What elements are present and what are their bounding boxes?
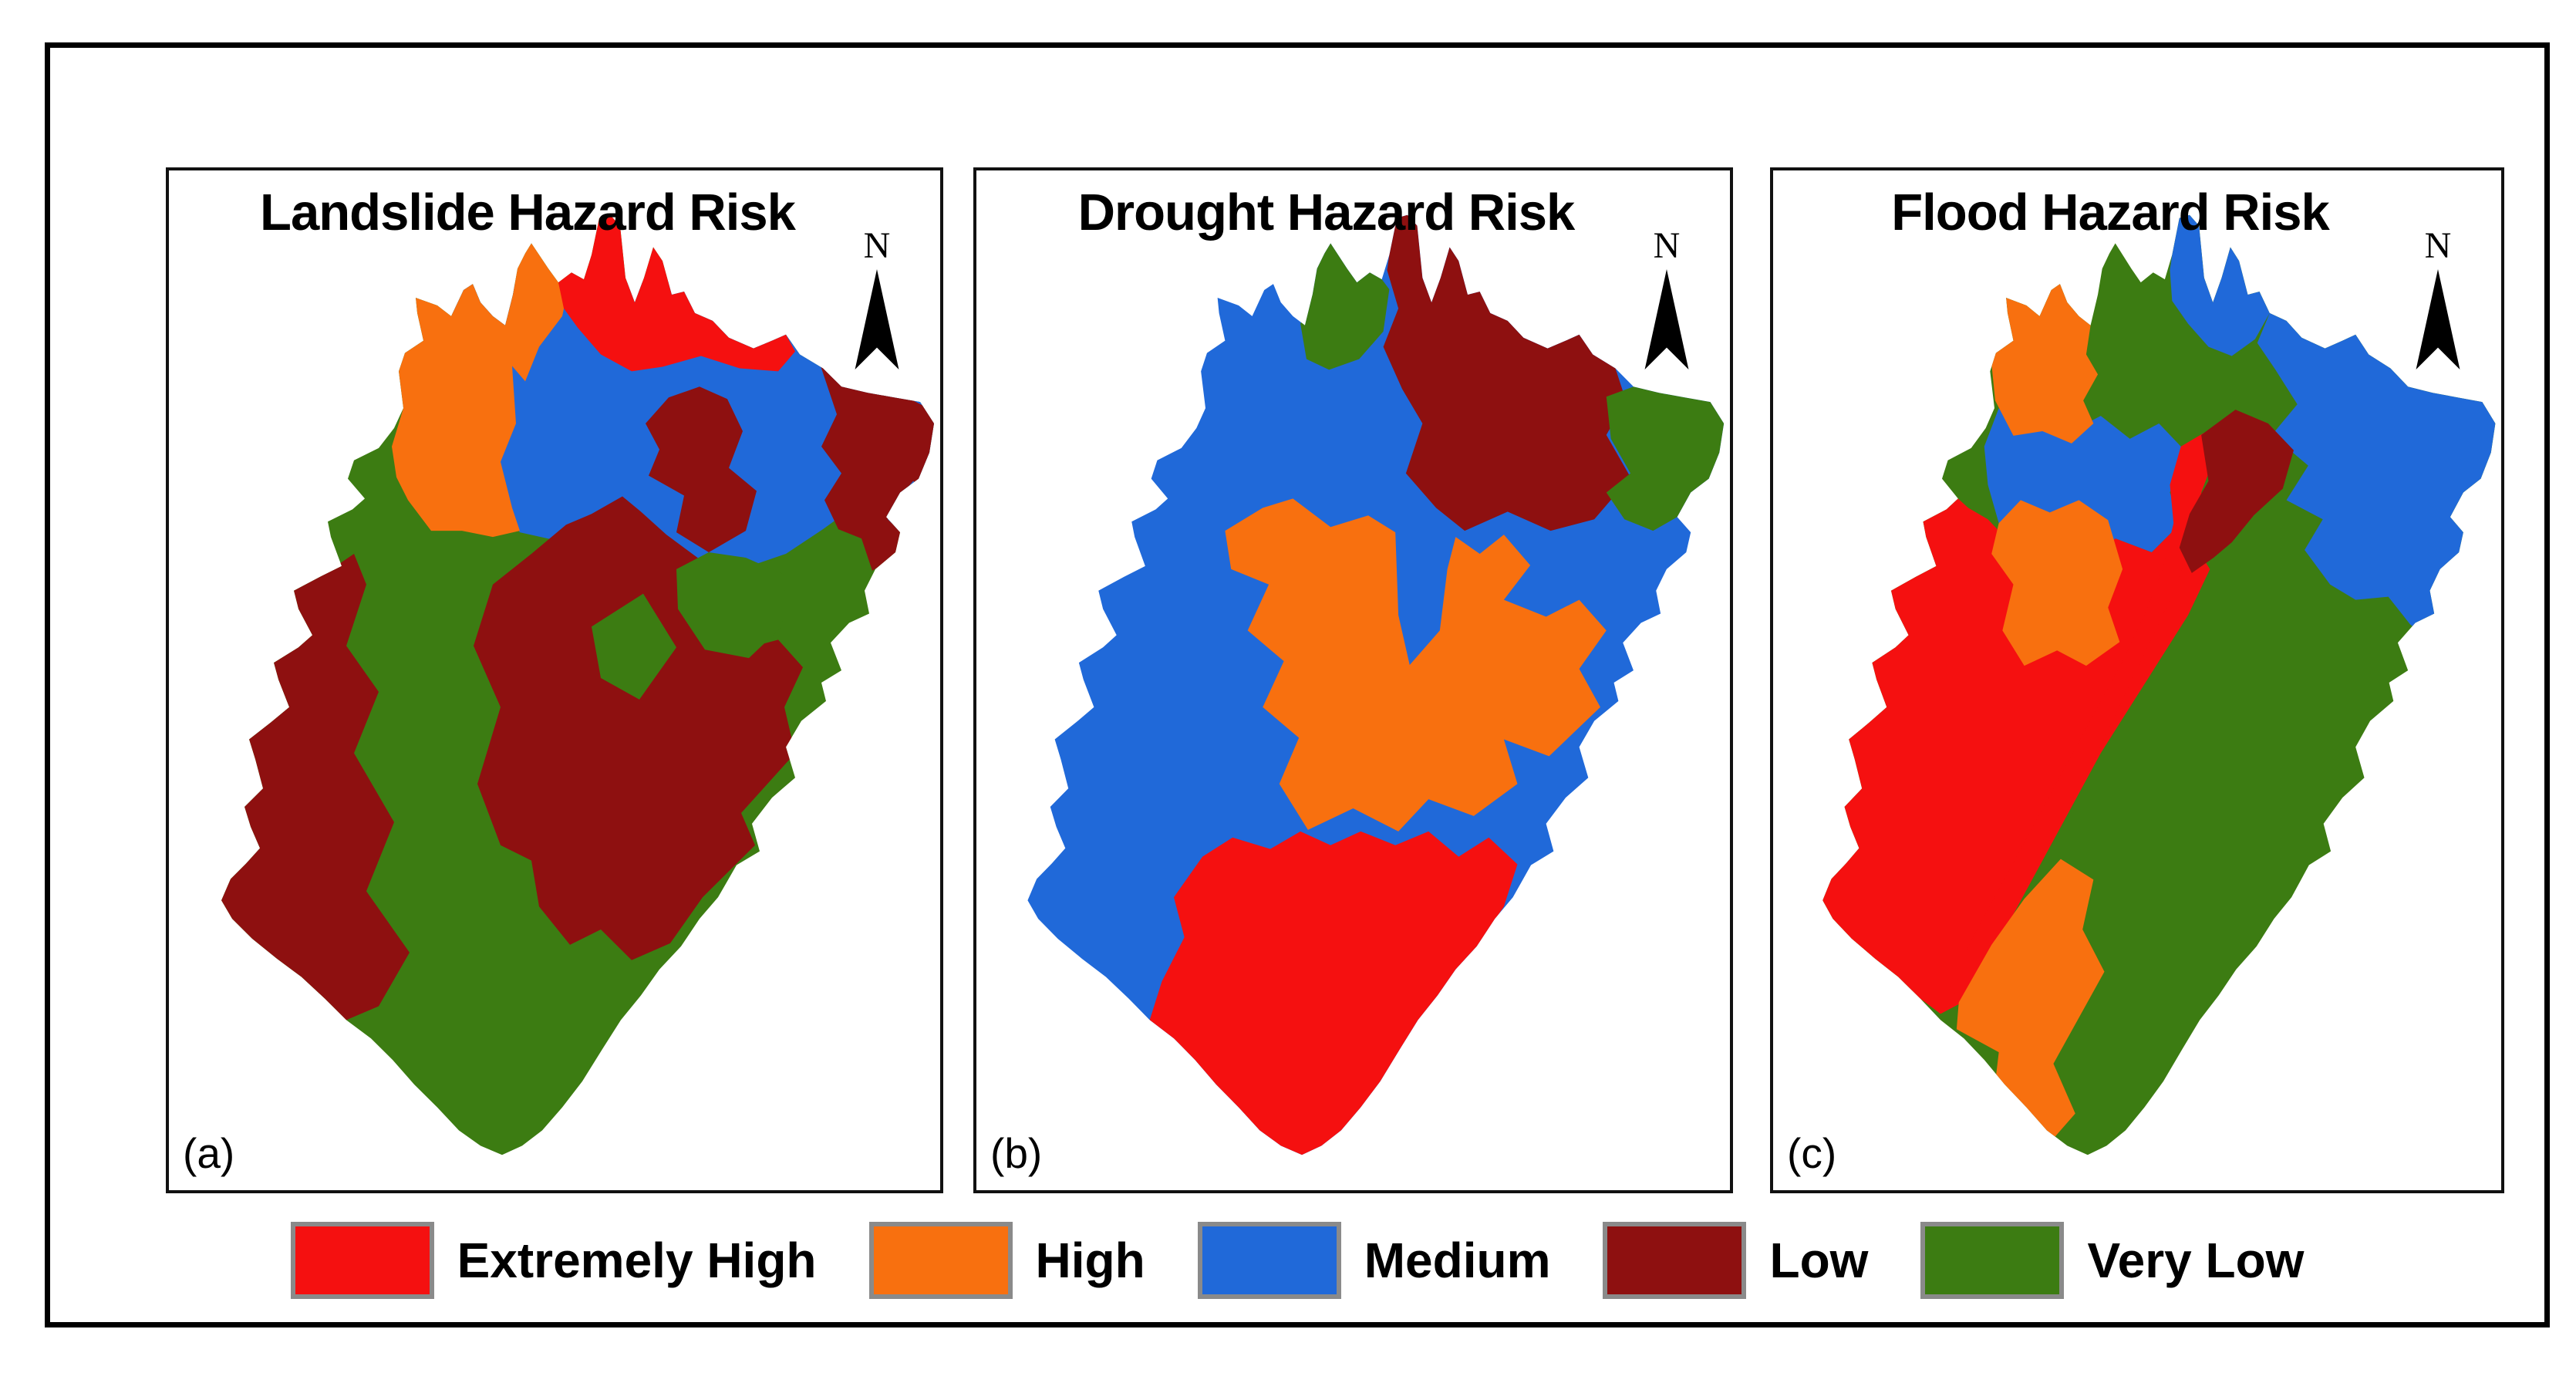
legend-item-very-low: Very Low xyxy=(1920,1222,2304,1299)
legend-swatch-very-low xyxy=(1920,1222,2065,1299)
panel-title-landslide: Landslide Hazard Risk xyxy=(260,184,796,241)
corner-label-c: (c) xyxy=(1787,1129,1837,1177)
panel-title-flood: Flood Hazard Risk xyxy=(1891,184,2329,241)
north-arrow-icon xyxy=(2416,269,2460,369)
north-label: N xyxy=(863,225,891,266)
panel-title-drought: Drought Hazard Risk xyxy=(1077,184,1576,241)
drought-map xyxy=(1027,214,1725,1155)
legend-swatch-medium xyxy=(1197,1222,1341,1299)
legend-label: Very Low xyxy=(2087,1233,2305,1288)
panel-drought: Drought Hazard Risk N (b) xyxy=(973,167,1733,1193)
panel-flood: Flood Hazard Risk N (c) xyxy=(1770,167,2504,1193)
north-label: N xyxy=(2424,225,2452,266)
legend: Extremely High High Medium Low Very Low xyxy=(104,1222,2490,1299)
corner-label-a: (a) xyxy=(183,1129,235,1177)
legend-item-extremely-high: Extremely High xyxy=(290,1222,817,1299)
legend-label: Low xyxy=(1769,1233,1869,1288)
panel-landslide: Landslide Hazard Risk N (a) xyxy=(166,167,943,1193)
legend-item-low: Low xyxy=(1603,1222,1868,1299)
north-indicator: N xyxy=(2401,228,2475,373)
flood-map xyxy=(1822,214,2496,1155)
figure-frame: Landslide Hazard Risk N (a) Drought Haza… xyxy=(45,42,2550,1327)
north-arrow-icon xyxy=(1644,269,1689,369)
legend-swatch-extremely-high xyxy=(290,1222,434,1299)
north-arrow-icon xyxy=(855,269,899,369)
legend-swatch-high xyxy=(868,1222,1013,1299)
legend-label: High xyxy=(1035,1233,1145,1288)
corner-label-b: (b) xyxy=(990,1129,1043,1177)
legend-item-high: High xyxy=(868,1222,1145,1299)
north-indicator: N xyxy=(1630,228,1704,373)
north-indicator: N xyxy=(840,228,914,373)
legend-label: Extremely High xyxy=(457,1233,817,1288)
north-label: N xyxy=(1653,225,1681,266)
legend-item-medium: Medium xyxy=(1197,1222,1551,1299)
landslide-map xyxy=(221,214,934,1155)
legend-swatch-low xyxy=(1603,1222,1747,1299)
legend-label: Medium xyxy=(1364,1233,1551,1288)
